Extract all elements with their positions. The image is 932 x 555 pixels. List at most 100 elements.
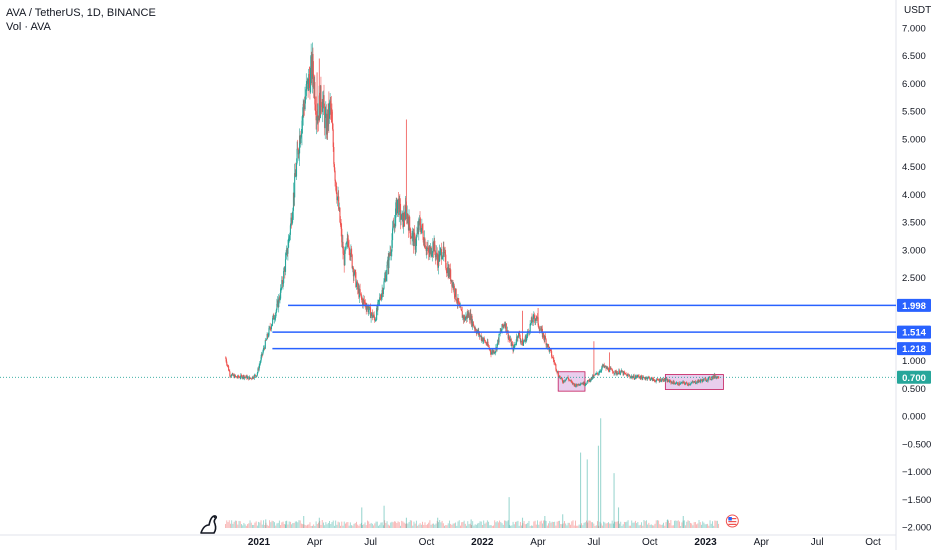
volume-bar <box>408 521 410 528</box>
candle-body <box>436 252 438 260</box>
candle-body <box>530 323 532 324</box>
volume-bar <box>434 524 436 528</box>
candle-body <box>429 249 431 255</box>
candle-body <box>468 312 470 318</box>
volume-bar <box>424 522 426 528</box>
candle-body <box>256 375 258 377</box>
volume-bar <box>453 523 455 528</box>
volume-bar <box>332 520 334 528</box>
volume-bar <box>437 522 439 528</box>
volume-bar <box>517 520 519 528</box>
candle-body <box>630 376 632 378</box>
candle-body <box>426 247 428 251</box>
volume-bar <box>259 522 261 528</box>
candle-body <box>599 371 601 373</box>
candle-body <box>668 381 670 383</box>
volume-bar <box>643 520 645 528</box>
volume-bar <box>718 523 720 528</box>
volume-bar <box>532 525 534 528</box>
candle-body <box>680 382 682 384</box>
volume-bar <box>297 522 299 528</box>
candle-body <box>278 297 280 308</box>
candle-body <box>652 378 654 381</box>
candle-body <box>348 246 350 250</box>
candle-body <box>649 377 651 381</box>
volume-bar <box>551 521 553 528</box>
candle-body <box>503 323 506 326</box>
volume-bar <box>573 525 575 528</box>
candle-body <box>328 103 330 119</box>
volume-bar <box>639 524 641 528</box>
volume-bar <box>489 525 491 528</box>
candle-body <box>483 338 485 341</box>
candle-body <box>407 220 410 231</box>
candle-body <box>366 306 369 308</box>
volume-bar <box>499 520 501 528</box>
candle-body <box>439 249 441 252</box>
volume-spike <box>562 514 564 528</box>
volume-bar <box>570 524 572 528</box>
volume-bar <box>584 522 586 528</box>
volume-spike <box>508 497 510 528</box>
candle-body <box>417 228 419 232</box>
volume-bar <box>422 521 423 528</box>
volume-bar <box>519 521 521 528</box>
candle-body <box>253 378 255 379</box>
candle-body <box>349 255 351 258</box>
candle-body <box>490 352 492 355</box>
candle-body <box>382 288 384 294</box>
volume-bar <box>683 520 685 528</box>
candle-body <box>411 233 413 239</box>
candle-body <box>556 371 558 373</box>
symbol-title[interactable]: AVA / TetherUS, 1D, BINANCE <box>6 7 156 19</box>
volume-bar <box>524 524 526 528</box>
candle-body <box>437 254 439 268</box>
volume-bar <box>336 524 338 528</box>
volume-bar <box>436 520 438 528</box>
candle-body <box>580 383 582 385</box>
volume-bar <box>661 524 663 528</box>
candle-body <box>295 162 298 177</box>
candle-body <box>543 333 545 338</box>
volume-bar <box>403 522 405 528</box>
candle-body <box>240 374 242 378</box>
candle-body <box>376 307 378 320</box>
candle-body <box>428 247 430 253</box>
candle-body <box>551 356 553 358</box>
candle-body <box>311 54 313 79</box>
volume-bar <box>316 523 318 528</box>
candle-body <box>523 341 525 343</box>
candle-body <box>228 366 230 371</box>
candle-body <box>280 288 282 289</box>
volume-indicator-label[interactable]: Vol · AVA <box>6 21 51 33</box>
candle-body <box>707 380 709 381</box>
candle-body <box>447 267 449 278</box>
volume-bar <box>581 523 583 528</box>
candle-body <box>332 129 334 147</box>
candle-body <box>655 381 657 382</box>
candle-body <box>458 298 460 304</box>
volume-bar <box>567 522 569 528</box>
volume-bar <box>283 524 285 528</box>
volume-bar <box>537 520 538 528</box>
candle-body <box>697 380 699 383</box>
candle-body <box>312 54 314 75</box>
volume-spike <box>586 459 588 528</box>
candle-body <box>497 339 499 344</box>
volume-bar <box>534 520 536 528</box>
candle-body <box>585 384 587 385</box>
candle-body <box>250 378 252 379</box>
candle-body <box>606 367 608 369</box>
candle-body <box>225 357 227 359</box>
candle-body <box>240 374 243 376</box>
volume-bar <box>533 521 535 528</box>
volume-bar <box>611 520 613 528</box>
candle-body <box>231 373 233 375</box>
candle-body <box>237 375 239 378</box>
candle-body <box>546 344 548 346</box>
candle-body <box>681 382 684 384</box>
candle-body <box>295 176 297 178</box>
candle-body <box>595 373 597 375</box>
